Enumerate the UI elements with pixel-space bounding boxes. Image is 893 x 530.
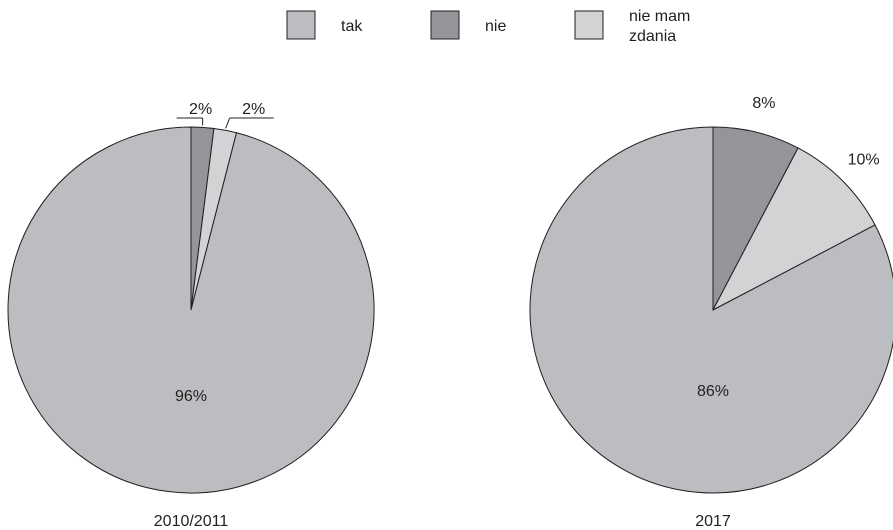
data-label-nie-mam-zdania: 2% (242, 101, 265, 118)
pie-caption: 2017 (695, 513, 731, 530)
legend-item-nie: nie (430, 10, 506, 40)
legend-label-tak: tak (341, 18, 363, 35)
legend-label-nie-mam-zdania: nie mam zdania (629, 8, 690, 45)
data-label-nie-mam-zdania: 10% (848, 151, 880, 168)
pie-slice-nie-mam-zdania (711, 147, 876, 312)
data-label-tak: 96% (175, 388, 207, 405)
pie-chart-2017: 8% 10% 86% 2017 (529, 95, 893, 530)
legend: tak nie nie mam zdania (286, 8, 690, 45)
pie-slice-tak (529, 126, 893, 494)
data-label-nie: 2% (189, 101, 212, 118)
pie-slice-tak (7, 126, 375, 494)
pie-caption: 2010/2011 (154, 513, 229, 530)
leader-connector-nie-mam-zdania (225, 117, 231, 129)
legend-swatch-nie-mam-zdania (574, 10, 604, 40)
legend-label-nie: nie (485, 18, 506, 35)
legend-swatch-tak (286, 10, 316, 40)
legend-swatch-nie (430, 10, 460, 40)
pie-chart-2010-2011: 2% 2% 96% 2010/2011 (7, 101, 375, 530)
legend-item-nie-mam-zdania: nie mam zdania (574, 8, 690, 45)
data-label-nie: 8% (752, 95, 775, 112)
legend-item-tak: tak (286, 10, 363, 40)
data-label-tak: 86% (697, 383, 729, 400)
